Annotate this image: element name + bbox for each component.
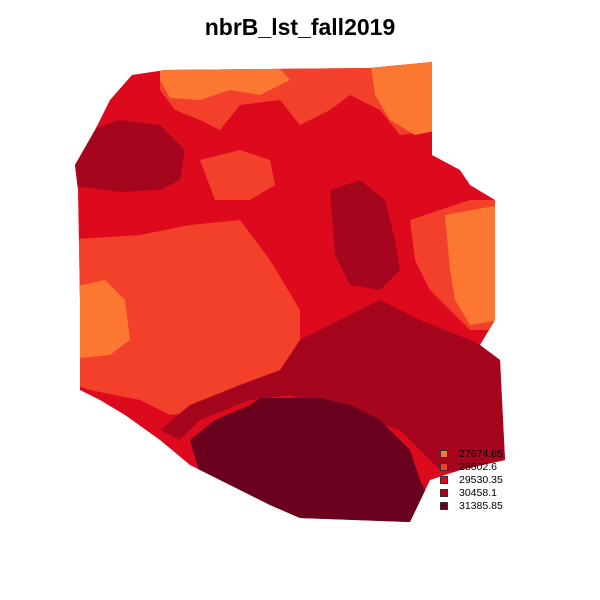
zone-middle-dark bbox=[330, 180, 400, 290]
legend-label: 28602.6 bbox=[459, 461, 497, 473]
legend-swatch bbox=[440, 502, 448, 510]
zone-lower-right-dark bbox=[160, 300, 505, 480]
legend-label: 30458.1 bbox=[459, 487, 497, 499]
zone-lower-left bbox=[75, 220, 300, 415]
legend-label: 29530.35 bbox=[459, 474, 503, 486]
legend-swatch bbox=[440, 463, 448, 471]
zone-right-orange bbox=[445, 205, 500, 325]
map-title: nbrB_lst_fall2019 bbox=[204, 14, 396, 40]
legend-swatch bbox=[440, 450, 448, 458]
legend-swatch bbox=[440, 476, 448, 484]
zone-upper-left-dark bbox=[75, 120, 185, 192]
legend-label: 31385.85 bbox=[459, 500, 503, 512]
legend-swatch bbox=[440, 489, 448, 497]
legend-label: 27674.85 bbox=[459, 448, 503, 460]
zone-center bbox=[200, 150, 275, 200]
zone-top-right-orange bbox=[370, 62, 440, 135]
